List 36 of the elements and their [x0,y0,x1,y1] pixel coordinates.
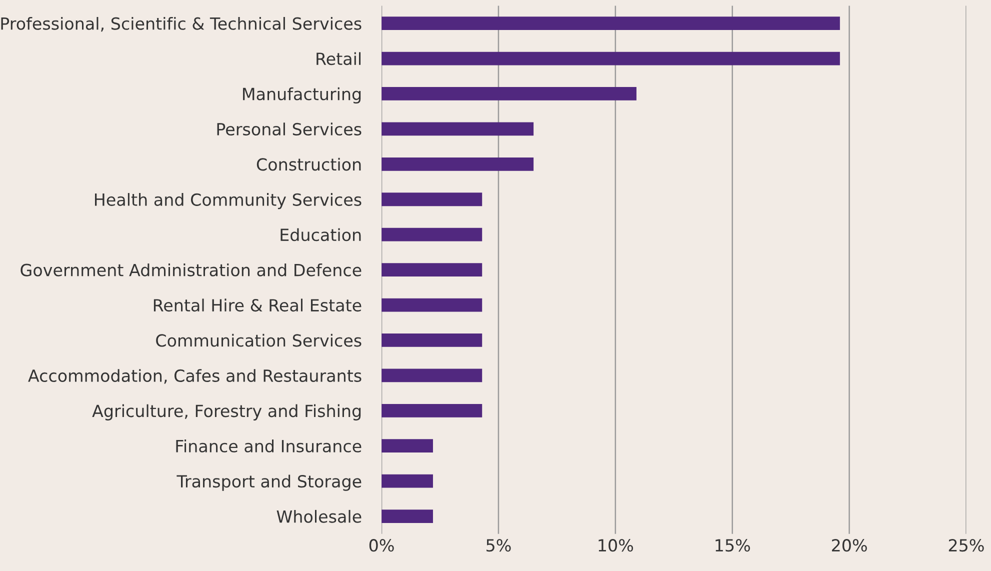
y-tick-label: Education [280,228,361,242]
y-tick-label: Accommodation, Cafes and Restaurants [28,369,362,384]
y-tick-label: Construction [256,158,361,171]
bar [382,263,482,276]
bar [382,474,433,488]
bar [382,16,840,30]
y-tick-label: Wholesale [276,510,362,523]
x-tick-label: 0% [369,539,394,552]
x-tick-label: 20% [832,539,867,552]
y-tick-label: Communication Services [156,334,362,347]
bar [382,404,482,418]
bar [382,122,534,136]
y-tick-label: Government Administration and Defence [20,263,362,276]
bar [382,228,482,242]
bar [382,157,534,171]
y-tick-label: Finance and Insurance [176,440,362,452]
y-tick-label: Professional, Scientific & Technical Services [1,16,362,32]
y-tick-label: Transport and Storage [176,474,362,491]
bar [382,298,482,312]
y-tick-label: Personal Services [217,122,362,136]
bar [382,510,433,523]
bar [382,52,840,66]
y-tick-label: Health and Community Services [95,193,362,210]
bar [382,334,482,347]
bar [382,87,636,100]
y-tick-label: Agriculture, Forestry and Fishing [92,404,361,420]
x-tick-label: 10% [598,539,634,552]
bar [382,368,482,382]
x-tick-label: 25% [948,539,984,552]
bar [382,439,433,453]
y-tick-label: Retail [316,52,361,66]
y-tick-label: Rental Hire & Real Estate [154,298,362,312]
bar [382,192,482,206]
y-tick-label: Manufacturing [243,87,361,104]
x-tick-label: 5% [486,539,511,552]
x-tick-label: 15% [716,539,750,552]
